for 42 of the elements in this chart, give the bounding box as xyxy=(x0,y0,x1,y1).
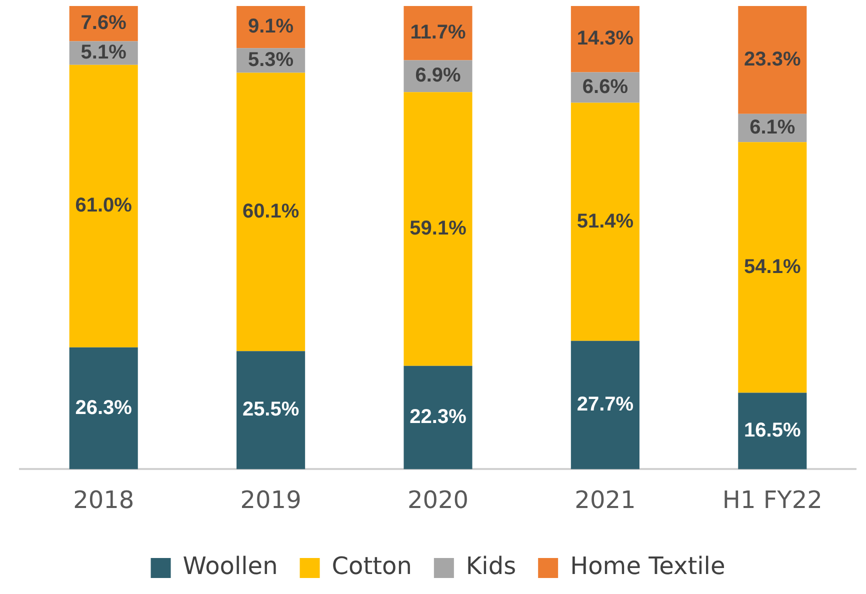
x-tick-label: 2019 xyxy=(240,486,302,514)
bar xyxy=(738,392,807,470)
bar xyxy=(570,102,640,341)
data-label: 61.0% xyxy=(75,194,132,217)
data-label: 60.1% xyxy=(242,200,300,222)
data-label: 11.7% xyxy=(410,22,466,44)
legend-label: Cotton xyxy=(332,552,412,580)
legend-label: Kids xyxy=(466,552,516,580)
data-label: 25.5% xyxy=(242,398,300,421)
bar xyxy=(570,340,640,470)
data-label: 6.1% xyxy=(750,116,796,139)
data-label: 23.3% xyxy=(744,48,801,70)
data-label: 16.5% xyxy=(744,420,801,442)
data-label: 27.7% xyxy=(576,394,634,416)
x-tick-label: H1 FY22 xyxy=(722,486,822,514)
bar xyxy=(404,6,472,60)
data-label: 51.4% xyxy=(576,210,634,232)
bar xyxy=(404,366,472,470)
bar xyxy=(69,64,138,348)
data-label: 6.9% xyxy=(415,64,462,87)
data-label: 22.3% xyxy=(410,406,467,428)
data-label: 6.6% xyxy=(582,76,628,98)
data-label: 9.1% xyxy=(248,16,294,38)
bar xyxy=(738,6,807,114)
x-tick-label: 2020 xyxy=(407,486,469,514)
bar xyxy=(738,142,807,393)
legend-label: Home Textile xyxy=(570,552,726,580)
legend-label: Woollen xyxy=(182,552,278,580)
data-label: 59.1% xyxy=(410,218,467,240)
data-label: 5.1% xyxy=(80,42,127,64)
x-tick-label: 2021 xyxy=(574,486,636,514)
bar xyxy=(236,351,306,470)
data-label: 26.3% xyxy=(75,396,132,419)
data-label: 7.6% xyxy=(80,12,127,34)
x-tick-label: 2018 xyxy=(73,486,134,514)
bar xyxy=(570,6,640,72)
bar xyxy=(404,92,472,366)
data-label: 5.3% xyxy=(248,48,294,71)
data-label: 14.3% xyxy=(576,28,634,50)
bar xyxy=(236,72,306,352)
bar xyxy=(69,347,138,470)
data-label: 54.1% xyxy=(744,256,801,278)
